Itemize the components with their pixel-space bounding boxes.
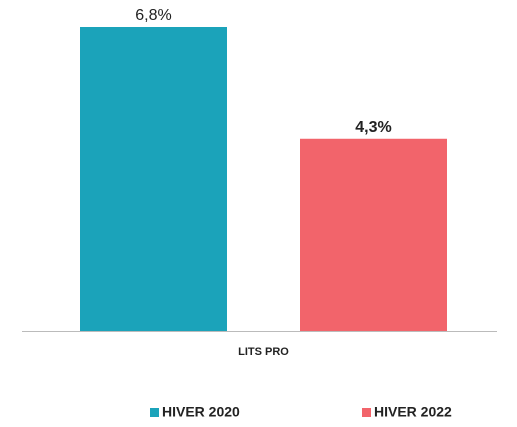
value-label: 4,3% xyxy=(355,119,391,136)
x-tick-label: LITS PRO xyxy=(238,346,289,358)
bar xyxy=(80,27,227,331)
value-label: 6,8% xyxy=(135,7,171,24)
bar xyxy=(300,138,447,331)
legend-swatch xyxy=(150,408,159,417)
legend-swatch xyxy=(362,408,371,417)
legend-label: HIVER 2022 xyxy=(374,404,452,420)
legend-label: HIVER 2020 xyxy=(162,404,240,420)
